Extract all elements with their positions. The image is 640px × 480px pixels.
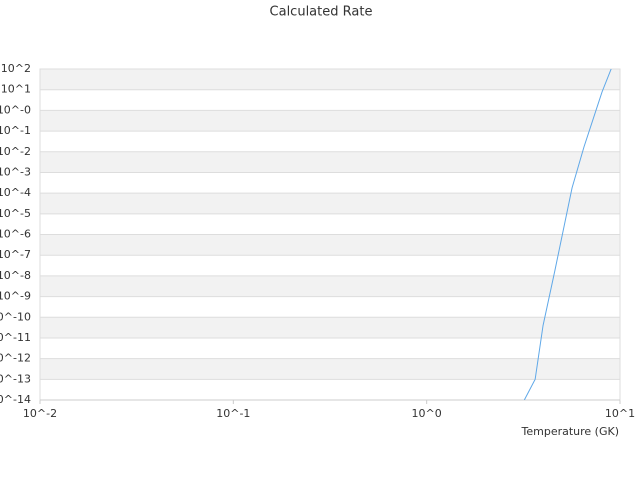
chart-title: Calculated Rate [270,5,373,20]
y-tick-label: 10^-7 [0,248,31,261]
y-tick-label: 10^-5 [0,207,31,220]
y-tick-label: 10^-13 [0,372,31,385]
y-tick-label: 10^-6 [0,228,31,241]
y-tick-label: 10^-10 [0,310,31,323]
y-tick-label: 10^-9 [0,290,31,303]
y-tick-label: 10^-12 [0,352,31,365]
grid-band [40,193,620,214]
y-tick-label: 10^-2 [0,145,31,158]
x-tick-label: 10^0 [412,407,442,420]
y-tick-label: 10^2 [1,62,31,75]
y-tick-label: 10^-11 [0,331,31,344]
y-tick-label: 10^-0 [0,103,31,116]
grid-band [40,151,620,173]
y-tick-label: 10^-1 [0,124,31,137]
grid-band [40,69,620,90]
y-tick-label: 10^-8 [0,269,31,282]
y-tick-label: 10^-3 [0,165,31,178]
y-tick-label: 10^-14 [0,393,31,406]
x-tick-label: 10^1 [605,407,635,420]
grid-band [40,234,620,256]
y-tick-label: 10^-4 [0,186,31,199]
grid-band [40,110,620,132]
x-tick-label: 10^-2 [23,407,57,420]
data-line [523,69,612,400]
grid-band [40,317,620,338]
x-axis-label: Temperature (GK) [521,425,620,438]
y-tick-label: 10^1 [1,83,31,96]
grid-band [40,358,620,380]
x-tick-label: 10^-1 [216,407,250,420]
grid-band [40,275,620,297]
